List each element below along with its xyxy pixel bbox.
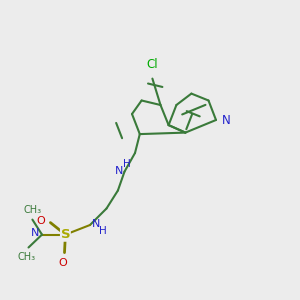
Text: CH₃: CH₃: [18, 252, 36, 262]
Text: Cl: Cl: [147, 58, 158, 71]
Text: H: H: [99, 226, 107, 236]
Text: S: S: [61, 228, 70, 241]
Text: N: N: [115, 166, 123, 176]
Text: N: N: [92, 219, 100, 229]
Text: O: O: [36, 216, 45, 226]
Text: CH₃: CH₃: [23, 205, 41, 215]
Text: N: N: [31, 228, 39, 238]
Text: O: O: [58, 258, 68, 268]
Text: N: N: [221, 113, 230, 127]
Text: H: H: [123, 159, 131, 169]
